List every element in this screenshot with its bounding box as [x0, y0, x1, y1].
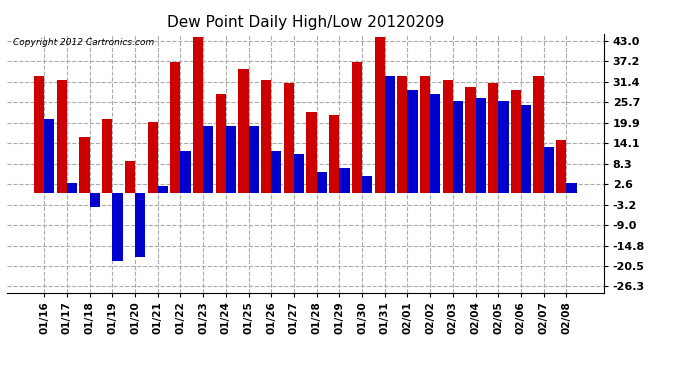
- Bar: [125, 161, 135, 193]
- Bar: [67, 183, 77, 193]
- Bar: [284, 83, 294, 193]
- Bar: [511, 90, 521, 193]
- Bar: [216, 94, 226, 193]
- Bar: [453, 101, 463, 193]
- Bar: [465, 87, 475, 193]
- Bar: [226, 126, 236, 193]
- Bar: [533, 76, 544, 193]
- Bar: [566, 183, 577, 193]
- Bar: [488, 83, 498, 193]
- Bar: [294, 154, 304, 193]
- Bar: [44, 119, 55, 193]
- Bar: [79, 136, 90, 193]
- Bar: [148, 122, 158, 193]
- Bar: [556, 140, 566, 193]
- Bar: [112, 193, 123, 261]
- Bar: [57, 80, 67, 193]
- Bar: [203, 126, 213, 193]
- Bar: [544, 147, 554, 193]
- Bar: [397, 76, 408, 193]
- Title: Dew Point Daily High/Low 20120209: Dew Point Daily High/Low 20120209: [167, 15, 444, 30]
- Bar: [90, 193, 100, 207]
- Bar: [193, 37, 203, 193]
- Bar: [375, 37, 385, 193]
- Bar: [248, 126, 259, 193]
- Bar: [498, 101, 509, 193]
- Bar: [352, 62, 362, 193]
- Bar: [158, 186, 168, 193]
- Bar: [475, 98, 486, 193]
- Bar: [135, 193, 146, 257]
- Bar: [306, 112, 317, 193]
- Bar: [408, 90, 417, 193]
- Bar: [317, 172, 327, 193]
- Bar: [339, 168, 350, 193]
- Bar: [238, 69, 248, 193]
- Text: Copyright 2012 Cartronics.com: Copyright 2012 Cartronics.com: [13, 38, 154, 46]
- Bar: [362, 176, 373, 193]
- Bar: [271, 151, 282, 193]
- Bar: [261, 80, 271, 193]
- Bar: [430, 94, 440, 193]
- Bar: [385, 76, 395, 193]
- Bar: [329, 115, 339, 193]
- Bar: [521, 105, 531, 193]
- Bar: [443, 80, 453, 193]
- Bar: [34, 76, 44, 193]
- Bar: [102, 119, 112, 193]
- Bar: [170, 62, 181, 193]
- Bar: [420, 76, 430, 193]
- Bar: [181, 151, 190, 193]
